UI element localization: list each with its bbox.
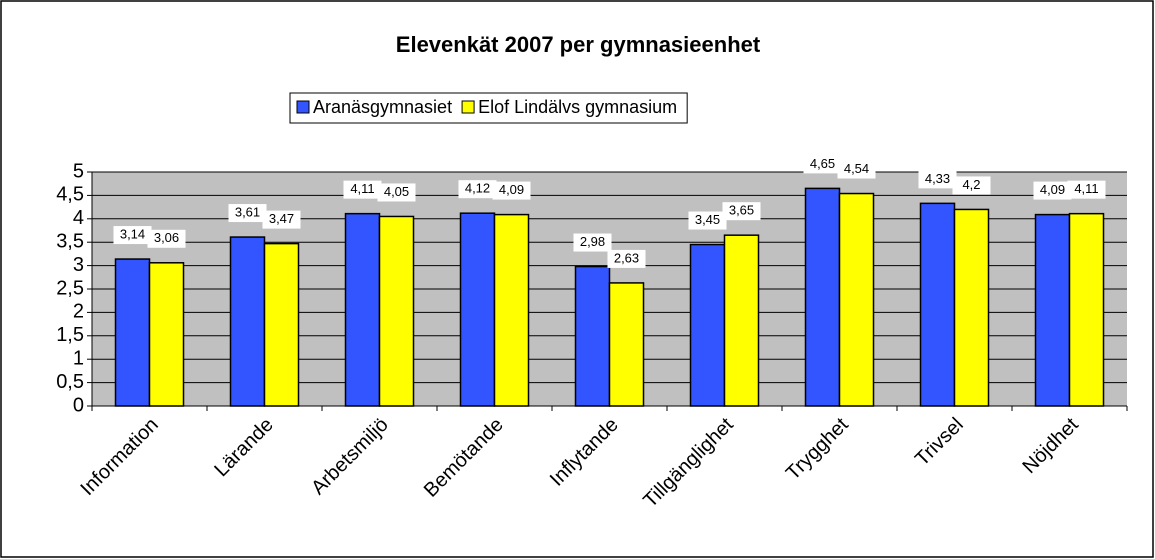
bar [804, 187, 841, 407]
legend-label: Aranäsgymnasiet [313, 97, 452, 117]
bar [574, 265, 611, 407]
value-label-bg [147, 229, 186, 248]
value-label: 4,11 [350, 181, 374, 196]
legend-label: Elof Lindälvs gymnasium [478, 97, 677, 117]
bar [378, 215, 415, 407]
bar [1034, 213, 1071, 407]
value-label: 4,33 [925, 171, 950, 186]
value-label-bg [343, 180, 382, 199]
value-label-bg [722, 202, 761, 221]
value-label-bg [377, 183, 416, 202]
y-tick-label: 1 [73, 347, 84, 369]
bar [114, 258, 151, 407]
value-label: 3,47 [269, 211, 294, 226]
chart-title: Elevenkät 2007 per gymnasieenhet [396, 32, 761, 57]
value-label: 2,63 [614, 250, 639, 265]
value-label-bg [688, 211, 727, 230]
value-label-bg [458, 180, 497, 199]
legend-swatch [461, 100, 475, 114]
value-label: 3,14 [120, 226, 145, 241]
value-label: 4,65 [810, 156, 835, 171]
y-tick-label: 0 [73, 394, 84, 416]
bar [459, 212, 496, 407]
value-label: 4,12 [465, 181, 490, 196]
value-label-bg [573, 233, 612, 252]
value-label-bg [262, 210, 301, 229]
y-tick-label: 3 [73, 254, 84, 276]
value-label: 3,65 [729, 203, 754, 218]
value-label-bg [952, 176, 991, 195]
bar [263, 242, 300, 407]
value-label-bg [1033, 181, 1072, 200]
value-label-bg [113, 226, 152, 245]
value-label-bg [492, 181, 531, 200]
value-label-bg [607, 249, 646, 268]
value-label-bg [803, 155, 842, 174]
legend-swatch [296, 100, 310, 114]
value-label: 4,54 [844, 161, 869, 176]
bar [148, 262, 185, 407]
value-label-bg [228, 204, 267, 223]
value-label: 4,2 [962, 177, 980, 192]
y-tick-label: 4,5 [56, 184, 84, 206]
bar [919, 202, 956, 407]
value-label: 4,09 [1040, 182, 1065, 197]
y-tick-label: 2 [73, 301, 84, 323]
bar [608, 282, 645, 407]
bar [344, 212, 381, 407]
bar [838, 192, 875, 407]
value-label-bg [1067, 180, 1106, 199]
y-tick-label: 5 [73, 160, 84, 182]
y-tick-label: 1,5 [56, 324, 84, 346]
bar [1068, 212, 1105, 407]
y-tick-label: 0,5 [56, 371, 84, 393]
value-label: 2,98 [580, 234, 605, 249]
bar [493, 213, 530, 407]
value-label: 4,09 [499, 182, 524, 197]
value-label-bg [837, 160, 876, 179]
y-tick-label: 4 [73, 207, 84, 229]
y-tick-label: 2,5 [56, 277, 84, 299]
legend [289, 92, 688, 124]
bar [689, 243, 726, 407]
bar [953, 208, 990, 407]
value-label: 3,61 [235, 204, 260, 219]
value-label: 4,05 [384, 184, 409, 199]
value-label-bg [918, 170, 957, 189]
y-tick-label: 3,5 [56, 230, 84, 252]
value-label: 3,45 [695, 212, 720, 227]
value-label: 3,06 [154, 230, 179, 245]
value-label: 4,11 [1074, 181, 1098, 196]
bar [229, 236, 266, 407]
bar [723, 234, 760, 407]
